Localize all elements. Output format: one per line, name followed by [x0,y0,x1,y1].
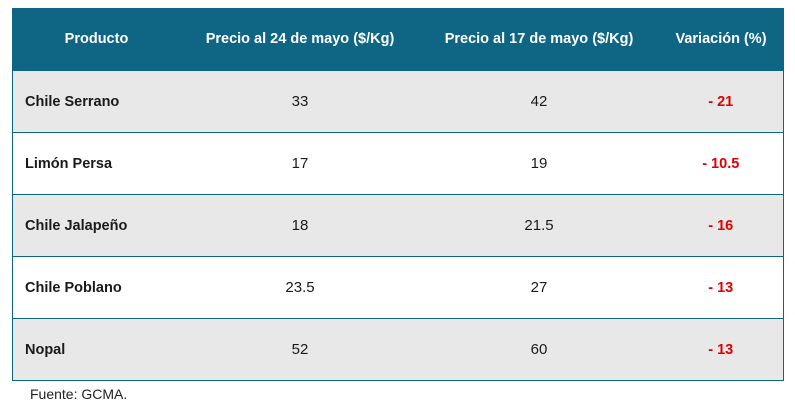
price-may17-cell: 60 [419,318,659,381]
price-may17-cell: 19 [419,132,659,195]
variation-cell: - 10.5 [658,132,784,195]
variation-cell: - 13 [658,318,784,381]
price-may17-cell: 21.5 [419,194,659,257]
variation-cell: - 21 [658,70,784,133]
product-cell: Chile Serrano [12,70,181,133]
price-may24-cell: 18 [180,194,420,257]
header-price-may17: Precio al 17 de mayo ($/Kg) [419,8,659,71]
header-price-may24: Precio al 24 de mayo ($/Kg) [180,8,420,71]
product-cell: Nopal [12,318,181,381]
table-row: Chile Serrano 33 42 - 21 [12,70,784,133]
price-may24-cell: 33 [180,70,420,133]
price-may24-cell: 52 [180,318,420,381]
price-may24-cell: 23.5 [180,256,420,319]
price-may17-cell: 42 [419,70,659,133]
variation-cell: - 16 [658,194,784,257]
header-variation: Variación (%) [658,8,784,71]
price-table: Producto Precio al 24 de mayo ($/Kg) Pre… [12,8,784,381]
product-cell: Limón Persa [12,132,181,195]
price-may17-cell: 27 [419,256,659,319]
table-row: Chile Jalapeño 18 21.5 - 16 [12,194,784,257]
variation-cell: - 13 [658,256,784,319]
table-header-row: Producto Precio al 24 de mayo ($/Kg) Pre… [12,8,784,71]
product-cell: Chile Jalapeño [12,194,181,257]
source-note: Fuente: GCMA. [30,386,128,402]
table-row: Nopal 52 60 - 13 [12,318,784,381]
product-cell: Chile Poblano [12,256,181,319]
price-may24-cell: 17 [180,132,420,195]
header-product: Producto [12,8,181,71]
table-row: Limón Persa 17 19 - 10.5 [12,132,784,195]
table-row: Chile Poblano 23.5 27 - 13 [12,256,784,319]
